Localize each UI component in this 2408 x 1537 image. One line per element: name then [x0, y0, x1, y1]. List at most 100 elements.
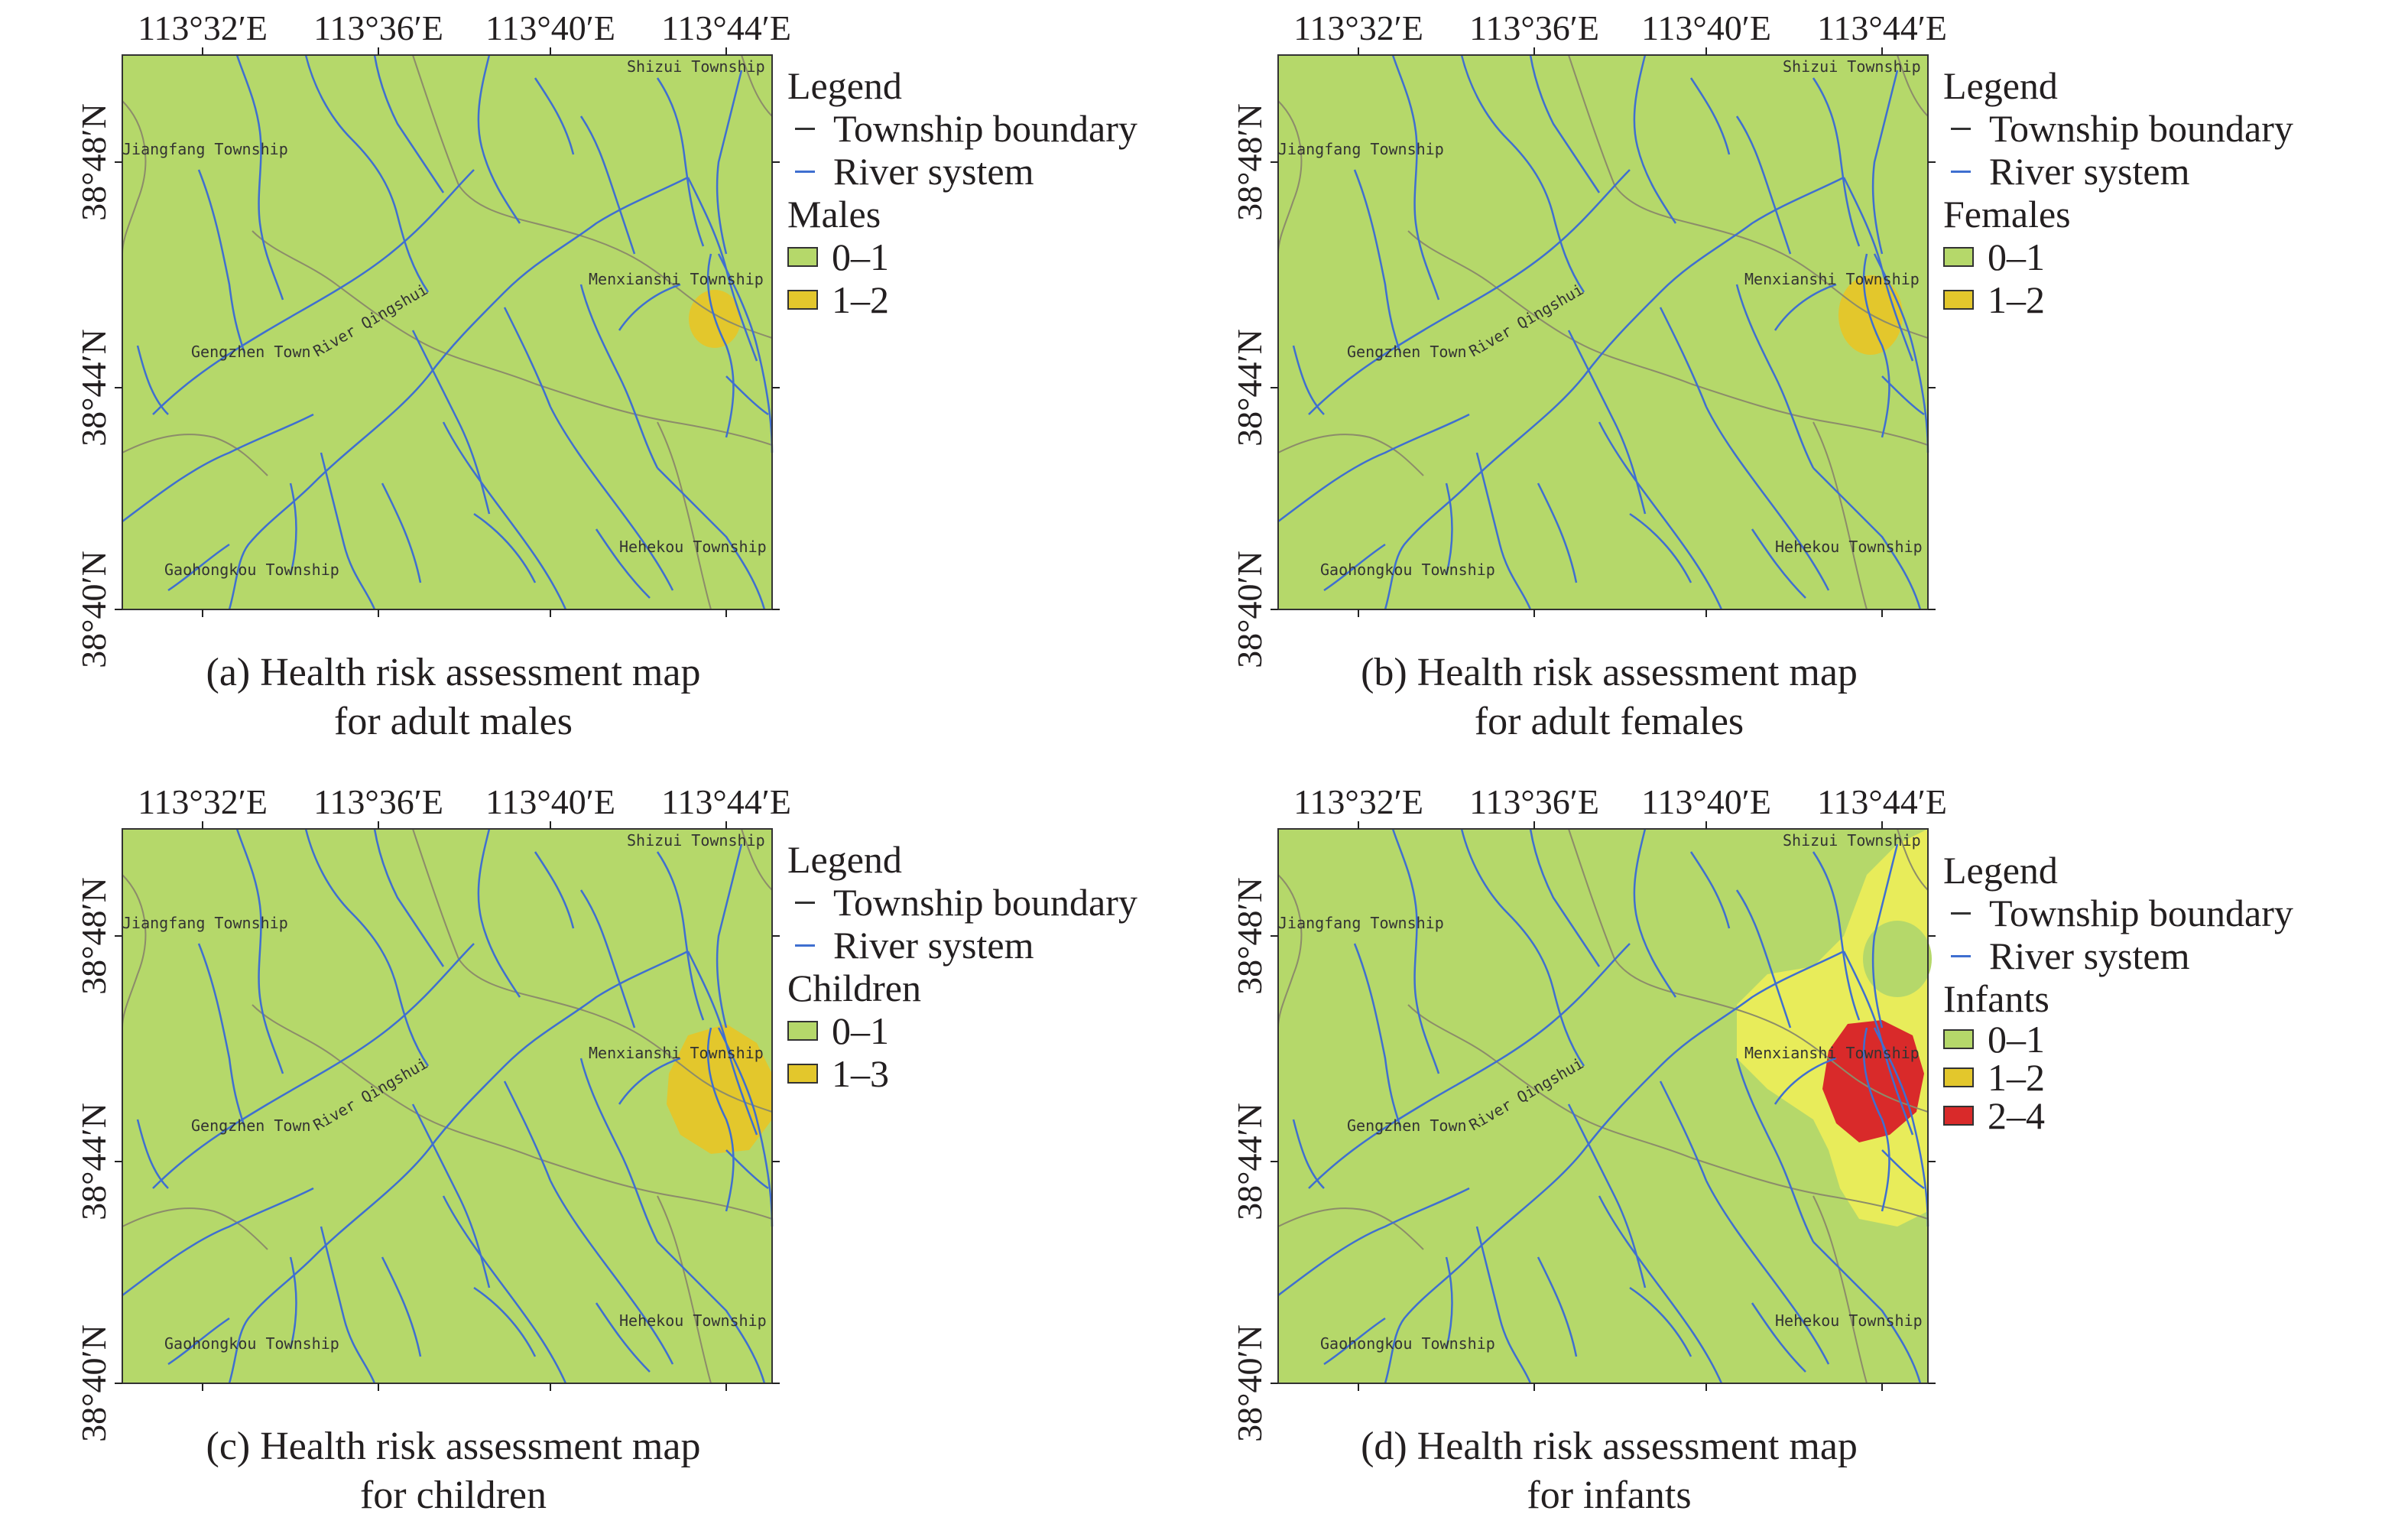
river-line: [1308, 943, 1631, 1189]
swatch-yellow: [787, 1064, 818, 1084]
river-line: [534, 851, 575, 929]
township-boundary-line: [252, 1004, 536, 1158]
township-boundary-line: [534, 383, 773, 446]
place-label-gaohongkou: Gaohongkou Township: [1320, 561, 1495, 579]
map-frame: [122, 54, 773, 610]
legend-class: 0–1: [787, 236, 1137, 278]
township-boundary-line: [1407, 1004, 1692, 1158]
place-label-jiangfang: Jiangfang Township: [1278, 914, 1444, 932]
river-line: [1735, 889, 1792, 1028]
township-boundary-line: [1690, 383, 1929, 446]
river-line: [1812, 467, 1922, 610]
lat-label: 38°44′N: [1230, 1103, 1269, 1220]
legend-class: 1–2: [1943, 278, 2293, 321]
river-line: [381, 483, 422, 583]
lat-label: 38°48′N: [74, 103, 113, 221]
river-line: [1323, 543, 1386, 592]
township-boundary-line: [1897, 54, 1929, 117]
river-line: [167, 1317, 230, 1366]
river-line: [235, 54, 284, 301]
river-line: [717, 1027, 774, 1227]
river-line: [1873, 253, 1929, 453]
river-line: [706, 1027, 735, 1212]
place-label-hehekou: Hehekou Township: [1775, 1311, 1923, 1330]
township-boundary-line: [1277, 434, 1424, 476]
risk-zone-low: [122, 55, 772, 609]
township-boundaries: [122, 54, 773, 610]
river-line: [477, 828, 521, 998]
river-line: [1812, 77, 1861, 247]
legend-group: Children: [787, 967, 921, 1009]
township-boundary-line: [1812, 1195, 1868, 1384]
river-line: [1689, 77, 1731, 155]
place-label-gaohongkou: Gaohongkou Township: [1320, 1334, 1495, 1353]
lon-label: 113°40′E: [1641, 8, 1771, 47]
river-line: [1659, 307, 1708, 408]
legend-boundary: Township boundary: [787, 107, 1137, 150]
township-boundary-line: [122, 874, 147, 1028]
river-line: [1633, 54, 1677, 224]
legend-d: Legend Township boundary River system In…: [1943, 849, 2293, 1137]
place-label-gengzhen: Gengzhen Town: [191, 1116, 311, 1135]
township-boundary-line: [122, 1207, 268, 1250]
river-line: [1629, 1286, 1692, 1357]
river-line: [1277, 1187, 1470, 1296]
river-line: [1862, 253, 1890, 438]
river-line: [411, 1103, 491, 1288]
map-c: 113°32′E 113°36′E 113°40′E 113°44′E 38°48′N 3…: [74, 782, 791, 1442]
caption-d: (d) Health risk assessment map for infan…: [1361, 1425, 1858, 1517]
river-line: [725, 375, 769, 416]
river-line: [1475, 452, 1532, 610]
township-boundary-line: [1407, 230, 1692, 385]
river-line: [1384, 176, 1845, 610]
river-line: [1353, 943, 1402, 1128]
river-line: [1871, 70, 1899, 255]
river-line: [122, 413, 314, 522]
lat-label: 38°40′N: [74, 1324, 113, 1442]
lon-label: 113°44′E: [1817, 8, 1947, 47]
boundary-line-symbol: [1951, 127, 1971, 130]
map-frame-group: 113°32′E 113°36′E 113°40′E 113°44′E 38°48′N 3…: [1230, 782, 1947, 1442]
legend-river: River system: [1943, 934, 2293, 977]
river-line: [1735, 284, 1815, 469]
swatch-green: [1943, 247, 1974, 267]
river-line: [1292, 1119, 1325, 1189]
panel-c: 113°32′E 113°36′E 113°40′E 113°44′E 38°48′N 3…: [0, 774, 1204, 1537]
swatch-yellow: [787, 290, 818, 310]
map-d: 113°32′E 113°36′E 113°40′E 113°44′E 38°48′N 3…: [1230, 782, 1947, 1442]
township-boundary-line: [657, 421, 712, 610]
township-boundary-line: [1277, 874, 1303, 1028]
river-line: [167, 543, 230, 592]
legend-title: Legend: [787, 64, 902, 107]
river-line: [228, 950, 689, 1384]
river-line: [1529, 54, 1601, 193]
township-boundary-line: [1568, 828, 1692, 998]
legend-b: Legend Township boundary River system Fe…: [1943, 64, 2293, 321]
river-line: [549, 1180, 674, 1365]
river-line: [1391, 828, 1440, 1074]
river-line: [1460, 828, 1585, 1067]
place-label-hehekou: Hehekou Township: [619, 538, 767, 556]
river-line: [1567, 330, 1647, 515]
risk-zone-low: [1278, 55, 1928, 609]
river-line: [1598, 1195, 1723, 1384]
swatch-green: [787, 247, 818, 267]
place-label-menxianshi: Menxianshi Township: [589, 1044, 764, 1062]
lat-label: 38°44′N: [1230, 329, 1269, 447]
river-line: [473, 1286, 537, 1357]
river-line: [1873, 1027, 1929, 1227]
river-line: [320, 1226, 376, 1384]
river-line: [152, 943, 475, 1189]
legend-boundary: Township boundary: [1943, 892, 2293, 934]
river-line: [152, 169, 475, 415]
river-line: [477, 54, 521, 224]
river-system: [122, 54, 774, 610]
river-line: [1881, 1149, 1925, 1190]
swatch-green: [1943, 1029, 1974, 1049]
panel-a: 113°32′E 113°36′E 113°40′E 113°44′E 38°48′N 3…: [0, 0, 1204, 763]
place-label-jiangfang: Jiangfang Township: [122, 914, 288, 932]
river-line: [1689, 851, 1731, 929]
map-frame: [122, 828, 773, 1384]
legend-class: 0–1: [1943, 236, 2293, 278]
river-line: [442, 1195, 567, 1384]
